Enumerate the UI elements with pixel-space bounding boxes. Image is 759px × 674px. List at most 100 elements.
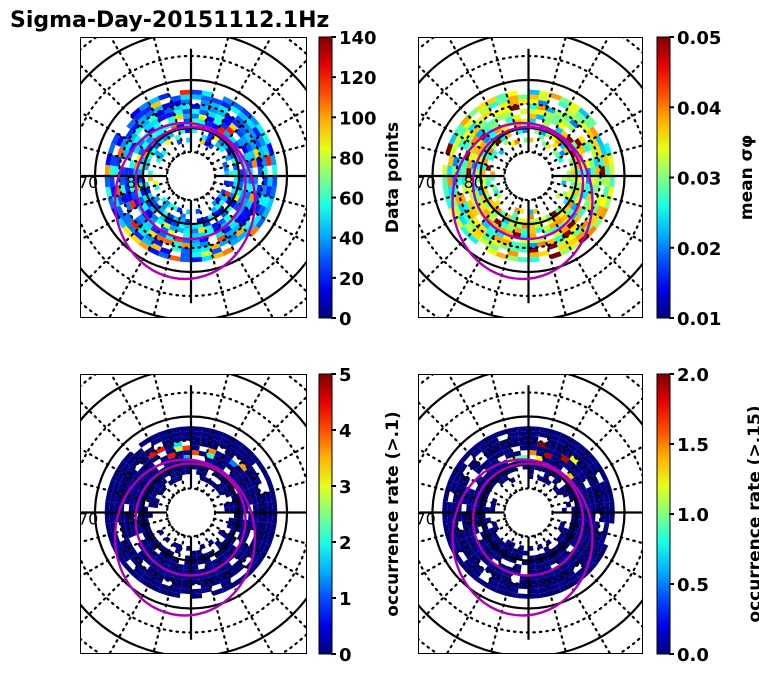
heatmap-cell <box>174 547 182 555</box>
heatmap-cell <box>461 548 472 560</box>
heatmap-cell <box>485 181 492 188</box>
heatmap-cell <box>218 574 230 584</box>
heatmap-cell <box>544 447 555 455</box>
heatmap-cell <box>461 512 467 522</box>
heatmap-cell <box>147 96 160 106</box>
heatmap-cell <box>257 541 267 554</box>
heatmap-cell <box>453 123 464 136</box>
heatmap-cell <box>212 470 221 479</box>
heatmap-cell <box>204 561 214 569</box>
heatmap-cell <box>191 550 197 556</box>
heatmap-cell <box>486 146 495 155</box>
heatmap-cell <box>109 165 115 176</box>
heatmap-cell <box>509 140 516 147</box>
heatmap-cell <box>115 205 125 217</box>
heatmap-cell <box>446 165 453 176</box>
heatmap-cell <box>223 130 232 139</box>
heatmap-cell <box>128 167 134 176</box>
heatmap-cell <box>517 94 529 100</box>
heatmap-cell <box>487 562 498 571</box>
heatmap-cell <box>229 236 241 247</box>
heatmap-cell <box>485 176 491 182</box>
heatmap-cell <box>564 569 576 580</box>
heatmap-cell <box>467 107 479 119</box>
heatmap-cell <box>554 109 565 118</box>
heatmap-cell <box>199 441 210 448</box>
oval-boundary-poleward <box>471 462 585 577</box>
heatmap-cell <box>128 512 134 521</box>
heatmap-cell <box>456 512 462 522</box>
heatmap-cell <box>559 225 570 235</box>
heatmap-cell <box>180 94 191 100</box>
heatmap-cell <box>116 483 125 494</box>
heatmap-cell <box>560 130 570 139</box>
heatmap-cell <box>165 111 175 119</box>
heatmap-cell <box>257 166 263 176</box>
heatmap-cell <box>542 120 551 128</box>
heatmap-cell <box>528 435 539 442</box>
heatmap-cell <box>569 240 582 251</box>
heatmap-cell <box>528 256 540 263</box>
heatmap-cell <box>157 92 170 101</box>
heatmap-cell <box>528 108 538 115</box>
mlt-line-dotted <box>80 481 169 508</box>
heatmap-cell <box>578 443 590 455</box>
heatmap-cell <box>204 224 214 232</box>
heatmap-cell <box>137 483 146 493</box>
heatmap-cell <box>490 221 500 231</box>
heatmap-cell <box>228 135 237 144</box>
heatmap-cell <box>212 429 225 438</box>
heatmap-cell <box>558 531 566 539</box>
heatmap-cell <box>172 104 183 112</box>
heatmap-cell <box>535 563 544 570</box>
heatmap-cell <box>105 186 113 199</box>
heatmap-cell <box>168 254 181 262</box>
heatmap-cell <box>581 546 591 557</box>
heatmap-cell <box>269 490 277 502</box>
heatmap-cell <box>506 224 515 232</box>
heatmap-cell <box>123 167 130 176</box>
heatmap-cell <box>191 233 200 239</box>
heatmap-cell <box>535 227 544 234</box>
heatmap-cell <box>191 89 203 96</box>
heatmap-cell <box>528 588 540 595</box>
heatmap-cell <box>155 234 166 243</box>
heatmap-cell <box>512 114 521 121</box>
heatmap-cell <box>214 196 222 204</box>
heatmap-cell <box>445 197 454 210</box>
heatmap-cell <box>136 226 148 237</box>
heatmap-cell <box>518 99 529 105</box>
heatmap-cell <box>228 501 234 508</box>
heatmap-cell <box>124 184 131 194</box>
heatmap-cell <box>104 512 111 524</box>
heatmap-cell <box>195 208 201 215</box>
heatmap-cell <box>197 227 206 234</box>
heatmap-cell <box>604 512 611 524</box>
polar-panel-1: 60 70 80 0 20 40 60 80 100 120 140 Data points <box>80 28 403 330</box>
heatmap-cell <box>499 101 510 110</box>
heatmap-cell <box>523 137 529 143</box>
heatmap-cell <box>593 216 604 229</box>
heatmap-cell <box>466 546 476 557</box>
heatmap-cell <box>548 221 558 230</box>
heatmap-cell <box>487 225 498 235</box>
heatmap-cell <box>211 221 220 230</box>
heatmap-cell <box>539 426 551 434</box>
heatmap-cell <box>566 176 572 182</box>
heatmap-cell <box>461 176 467 185</box>
heatmap-cell <box>461 538 471 549</box>
heatmap-cell <box>222 117 232 127</box>
heatmap-cell <box>211 122 220 131</box>
heatmap-cell <box>561 490 569 498</box>
heatmap-cell <box>488 527 496 535</box>
heatmap-cell <box>261 144 270 157</box>
heatmap-cell <box>557 437 570 446</box>
heatmap-cell <box>209 242 221 251</box>
mlt-line-dotted <box>539 532 612 654</box>
heatmap-cell <box>520 228 529 234</box>
heatmap-cell <box>560 549 570 559</box>
heatmap-cell <box>506 426 518 434</box>
heatmap-cell <box>541 140 548 147</box>
heatmap-cell <box>105 490 113 502</box>
